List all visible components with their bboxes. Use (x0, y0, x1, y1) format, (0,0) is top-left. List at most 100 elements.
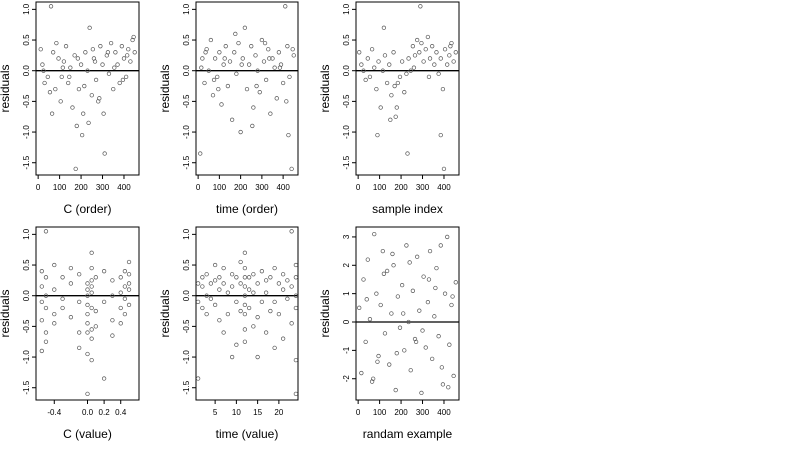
data-point (442, 47, 448, 52)
data-point (369, 47, 375, 52)
x-tick-label: 400 (276, 183, 290, 192)
data-point (85, 68, 90, 73)
x-tick-label: 400 (437, 183, 451, 192)
data-point (450, 294, 455, 299)
x-tick-label: 200 (234, 183, 248, 192)
y-tick-label: -1.5 (22, 155, 31, 169)
data-point (261, 59, 267, 64)
data-point (285, 296, 290, 301)
data-point (89, 290, 94, 295)
data-point (410, 44, 416, 49)
data-point (59, 74, 64, 79)
data-point (426, 74, 432, 79)
plot-frame (355, 1, 460, 176)
data-point (202, 80, 207, 86)
data-point (52, 262, 57, 268)
data-point (436, 71, 441, 76)
data-point (89, 305, 94, 311)
y-tick-label: 1.0 (22, 228, 31, 240)
data-point (374, 291, 379, 296)
y-tick-label: 0.5 (182, 34, 191, 46)
x-tick-label: 100 (213, 183, 227, 192)
data-point (411, 65, 417, 70)
data-point (77, 272, 82, 277)
data-point (242, 250, 248, 255)
data-point (272, 265, 277, 271)
data-point (60, 305, 65, 311)
data-point (82, 83, 87, 89)
data-point (392, 83, 397, 89)
data-point (89, 278, 94, 283)
data-point (380, 248, 385, 254)
data-point (81, 111, 86, 116)
data-point (287, 74, 292, 79)
data-point (112, 65, 117, 70)
data-point (242, 339, 248, 344)
data-point (442, 291, 448, 296)
data-point (404, 243, 409, 248)
plot-frame (35, 1, 140, 176)
data-point (212, 278, 218, 283)
data-point (404, 71, 409, 76)
data-point (101, 269, 107, 274)
data-point (389, 93, 394, 98)
data-point (223, 44, 228, 49)
data-point (451, 59, 456, 64)
data-point (39, 318, 44, 323)
data-point (270, 56, 275, 61)
data-point (255, 68, 260, 73)
data-point (100, 62, 105, 67)
x-tick-label: 0.4 (115, 408, 127, 417)
x-tick-label: 100 (53, 183, 67, 192)
data-point (78, 62, 84, 67)
data-point (216, 86, 221, 92)
data-point (61, 59, 67, 64)
data-point (242, 311, 248, 317)
y-tick-label: -1.0 (182, 350, 191, 364)
data-point (229, 284, 235, 289)
data-point (267, 56, 272, 61)
scatter-points (357, 231, 458, 396)
data-point (125, 53, 130, 58)
data-point (289, 166, 294, 172)
data-point (39, 269, 44, 274)
data-point (285, 278, 290, 283)
data-point (89, 357, 94, 363)
data-point (232, 50, 237, 55)
data-point (284, 99, 289, 104)
y-tick-label: -1.5 (182, 380, 191, 394)
y-tick-label: -1.0 (22, 350, 31, 364)
data-point (376, 353, 381, 359)
data-point (118, 275, 123, 280)
data-point (359, 62, 364, 67)
data-point (208, 296, 214, 301)
data-point (101, 299, 107, 304)
data-point (43, 229, 49, 234)
data-point (126, 302, 132, 308)
data-point (43, 339, 49, 344)
y-axis-label: residuals (0, 64, 12, 112)
data-point (451, 373, 456, 379)
data-point (421, 59, 426, 64)
y-tick-label: 0.0 (22, 65, 31, 77)
data-point (117, 80, 122, 86)
data-point (222, 56, 227, 61)
data-point (280, 272, 286, 277)
data-point (251, 324, 256, 329)
data-point (77, 330, 82, 335)
x-tick-label: 200 (394, 408, 408, 417)
data-point (242, 327, 248, 332)
data-point (225, 311, 231, 317)
y-tick-label: -1.0 (342, 125, 351, 139)
data-point (219, 102, 224, 107)
data-point (394, 351, 399, 356)
data-point (393, 387, 398, 393)
data-point (68, 265, 74, 271)
data-point (97, 96, 102, 101)
data-point (441, 166, 447, 172)
data-point (217, 287, 222, 292)
data-point (412, 336, 418, 342)
data-point (378, 105, 383, 110)
y-tick-label: 3 (342, 234, 351, 239)
y-tick-label: -0.5 (22, 319, 31, 333)
